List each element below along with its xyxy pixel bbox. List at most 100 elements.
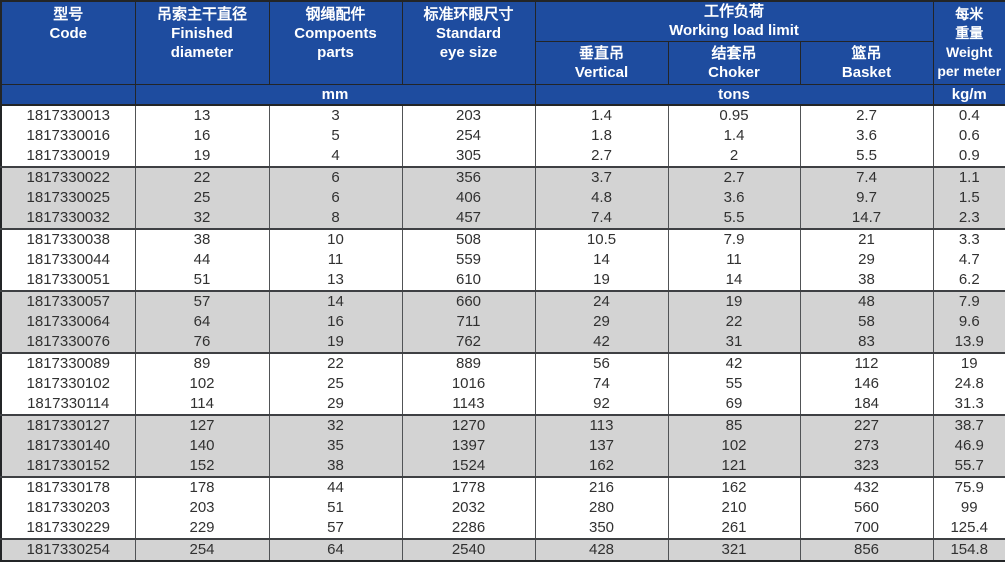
cell-basket: 432 [799, 475, 934, 498]
cell-weight: 9.6 [932, 311, 1005, 332]
cell-vertical: 92 [534, 393, 669, 415]
table-row: 1817330203 203 51 2032 280 210 560 99 [0, 497, 1005, 518]
cell-finished-diameter: 25 [134, 187, 270, 208]
cell-weight: 0.9 [932, 145, 1005, 167]
cell-weight: 46.9 [932, 435, 1005, 456]
cell-vertical: 280 [534, 497, 669, 518]
table-body: 1817330013 13 3 203 1.4 0.95 2.7 0.4 1817330016 1… [0, 104, 1005, 561]
cell-components-parts: 22 [268, 351, 403, 374]
cell-vertical: 10.5 [534, 227, 669, 250]
cell-vertical: 1.8 [534, 125, 669, 146]
cell-code: 1817330057 [0, 289, 136, 312]
table-row: 1817330076 76 19 762 42 31 83 13.9 [0, 331, 1005, 353]
cell-weight: 125.4 [932, 517, 1005, 539]
header-code: 型号 Code [0, 0, 136, 85]
header-weight-per-meter: 每米 重量 Weight per meter [932, 0, 1005, 85]
cell-code: 1817330025 [0, 187, 136, 208]
cell-finished-diameter: 51 [134, 269, 270, 291]
cell-code: 1817330032 [0, 207, 136, 229]
cell-eye-size: 1778 [401, 475, 536, 498]
cell-components-parts: 5 [268, 125, 403, 146]
cell-code: 1817330038 [0, 227, 136, 250]
table-row: 1817330102 102 25 1016 74 55 146 24.8 [0, 373, 1005, 394]
cell-basket: 273 [799, 435, 934, 456]
cell-finished-diameter: 114 [134, 393, 270, 415]
cell-code: 1817330152 [0, 455, 136, 477]
cell-basket: 14.7 [799, 207, 934, 229]
cell-basket: 7.4 [799, 165, 934, 188]
cell-eye-size: 2286 [401, 517, 536, 539]
cell-code: 1817330013 [0, 104, 136, 126]
cell-vertical: 1.4 [534, 104, 669, 126]
cell-components-parts: 25 [268, 373, 403, 394]
table-row: 1817330019 19 4 305 2.7 2 5.5 0.9 [0, 145, 1005, 167]
cell-choker: 0.95 [667, 104, 801, 126]
cell-choker: 5.5 [667, 207, 801, 229]
cell-vertical: 3.7 [534, 165, 669, 188]
cell-eye-size: 711 [401, 311, 536, 332]
cell-components-parts: 11 [268, 249, 403, 270]
cell-finished-diameter: 178 [134, 475, 270, 498]
cell-weight: 3.3 [932, 227, 1005, 250]
table-row: 1817330127 127 32 1270 113 85 227 38.7 [0, 413, 1005, 436]
cell-finished-diameter: 76 [134, 331, 270, 353]
cell-basket: 2.7 [799, 104, 934, 126]
cell-eye-size: 254 [401, 125, 536, 146]
table-header: 型号 Code 吊索主干直径 Finished diameter 钢绳配件 Co… [0, 0, 1005, 106]
cell-choker: 7.9 [667, 227, 801, 250]
cell-code: 1817330044 [0, 249, 136, 270]
table-row: 1817330016 16 5 254 1.8 1.4 3.6 0.6 [0, 125, 1005, 146]
cell-vertical: 113 [534, 413, 669, 436]
cell-vertical: 56 [534, 351, 669, 374]
cell-finished-diameter: 16 [134, 125, 270, 146]
cell-code: 1817330127 [0, 413, 136, 436]
cell-vertical: 137 [534, 435, 669, 456]
cell-vertical: 19 [534, 269, 669, 291]
cell-vertical: 7.4 [534, 207, 669, 229]
cell-finished-diameter: 44 [134, 249, 270, 270]
cell-finished-diameter: 89 [134, 351, 270, 374]
cell-choker: 3.6 [667, 187, 801, 208]
cell-choker: 2 [667, 145, 801, 167]
cell-vertical: 29 [534, 311, 669, 332]
cell-eye-size: 406 [401, 187, 536, 208]
cell-finished-diameter: 152 [134, 455, 270, 477]
cell-vertical: 24 [534, 289, 669, 312]
cell-vertical: 162 [534, 455, 669, 477]
cell-basket: 29 [799, 249, 934, 270]
cell-components-parts: 8 [268, 207, 403, 229]
cell-components-parts: 3 [268, 104, 403, 126]
table-row: 1817330025 25 6 406 4.8 3.6 9.7 1.5 [0, 187, 1005, 208]
cell-finished-diameter: 229 [134, 517, 270, 539]
cell-choker: 42 [667, 351, 801, 374]
cell-choker: 69 [667, 393, 801, 415]
cell-code: 1817330022 [0, 165, 136, 188]
cell-code: 1817330254 [0, 537, 136, 561]
table-row: 1817330013 13 3 203 1.4 0.95 2.7 0.4 [0, 104, 1005, 126]
cell-weight: 0.4 [932, 104, 1005, 126]
cell-weight: 24.8 [932, 373, 1005, 394]
cell-choker: 31 [667, 331, 801, 353]
cell-choker: 14 [667, 269, 801, 291]
cell-eye-size: 762 [401, 331, 536, 353]
cell-eye-size: 1524 [401, 455, 536, 477]
cell-components-parts: 29 [268, 393, 403, 415]
cell-components-parts: 32 [268, 413, 403, 436]
table-row: 1817330140 140 35 1397 137 102 273 46.9 [0, 435, 1005, 456]
header-working-load-limit: 工作负荷 Working load limit [534, 0, 934, 42]
table-row: 1817330057 57 14 660 24 19 48 7.9 [0, 289, 1005, 312]
cell-components-parts: 6 [268, 187, 403, 208]
cell-weight: 75.9 [932, 475, 1005, 498]
cell-basket: 112 [799, 351, 934, 374]
cell-eye-size: 1397 [401, 435, 536, 456]
cell-weight: 31.3 [932, 393, 1005, 415]
cell-vertical: 42 [534, 331, 669, 353]
cell-components-parts: 13 [268, 269, 403, 291]
unit-mm: mm [134, 83, 536, 106]
cell-vertical: 4.8 [534, 187, 669, 208]
cell-basket: 560 [799, 497, 934, 518]
cell-choker: 121 [667, 455, 801, 477]
cell-finished-diameter: 127 [134, 413, 270, 436]
cell-code: 1817330102 [0, 373, 136, 394]
cell-eye-size: 2032 [401, 497, 536, 518]
